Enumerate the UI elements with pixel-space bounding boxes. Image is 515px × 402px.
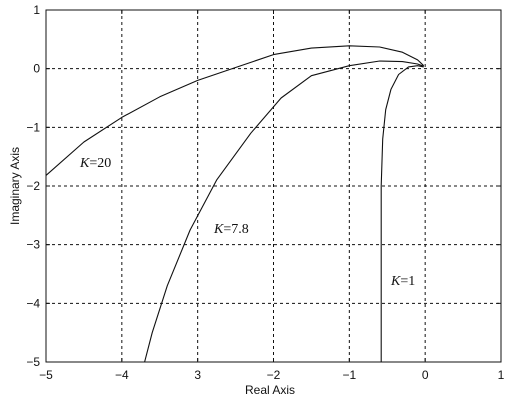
y-tick-label: −4	[26, 296, 40, 310]
y-tick-label: −5	[26, 355, 40, 369]
y-tick-label: −1	[26, 120, 40, 134]
x-tick-label: 1	[498, 368, 505, 382]
x-tick-label: −1	[342, 368, 356, 382]
annotation-k-1-var: K	[390, 274, 401, 289]
horizontal-gridlines	[46, 68, 501, 304]
annotation-k-7-8-var: K	[213, 222, 224, 237]
curve-k-20	[45, 45, 425, 176]
curve-k-1	[380, 65, 424, 362]
y-tick-label: −3	[26, 238, 40, 252]
annotation-k-1-value: =1	[400, 274, 415, 289]
y-tick-label: 1	[33, 3, 40, 17]
annotation-k-7-8: K=7.8	[213, 222, 249, 237]
curves	[45, 45, 425, 363]
y-tick-label: 0	[33, 62, 40, 76]
x-tick-label: −2	[267, 368, 281, 382]
curve-k-7-8	[144, 60, 424, 363]
x-tick-label: 3	[194, 368, 201, 382]
annotation-k-7-8-value: =7.8	[223, 222, 248, 237]
annotation-k-20-value: =20	[89, 156, 111, 171]
y-axis-ticks: −5 −4 −3 −2 −1 0 1	[26, 3, 501, 369]
y-axis-label: Imaginary Axis	[8, 147, 22, 225]
x-tick-label: 0	[422, 368, 429, 382]
annotation-k-1: K=1	[390, 274, 415, 289]
x-axis-label: Real Axis	[245, 383, 295, 397]
annotation-k-20-var: K	[79, 156, 90, 171]
x-tick-label: −4	[115, 368, 129, 382]
x-axis-ticks: −5 −4 3 −2 −1 0 1	[39, 10, 505, 382]
annotation-k-20: K=20	[79, 156, 111, 171]
y-tick-label: −2	[26, 179, 40, 193]
x-tick-label: −5	[39, 368, 53, 382]
